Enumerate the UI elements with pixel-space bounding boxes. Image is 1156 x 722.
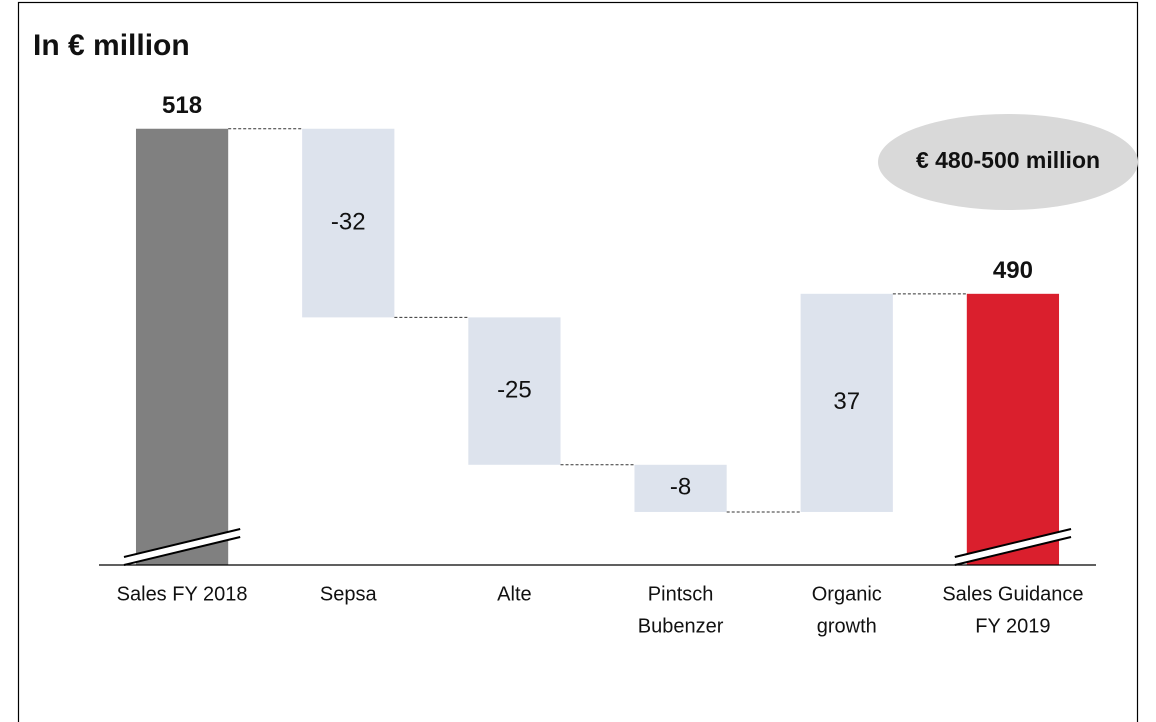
annotation-bubble (878, 114, 1138, 210)
bar (800, 293, 893, 512)
axis-break (123, 528, 241, 558)
x-tick-label: Sepsa (320, 583, 378, 605)
value-label: 518 (162, 92, 202, 119)
x-tick-label: Sales Guidance (942, 583, 1083, 605)
bar (966, 293, 1060, 565)
axis-break (954, 536, 1072, 566)
axis-break (954, 528, 1072, 558)
bar (468, 317, 561, 465)
x-tick-label: Pintsch (648, 583, 714, 605)
x-tick-label: Sales FY 2018 (117, 583, 248, 605)
annotation: € 480-500 million (916, 147, 1100, 173)
x-tick-label: Organic (812, 583, 882, 605)
x-tick-label: FY 2019 (975, 615, 1050, 637)
frame (17, 1, 1139, 722)
chart-title: In € million (33, 29, 190, 62)
value-label: -8 (670, 474, 691, 501)
axis-break (954, 529, 1072, 565)
bar (634, 464, 727, 512)
value-label: -32 (331, 208, 366, 235)
x-tick-label: growth (817, 615, 877, 637)
bar (302, 128, 395, 318)
axis-break (123, 536, 241, 566)
value-label: -25 (497, 376, 532, 403)
x-tick-label: Bubenzer (638, 615, 724, 637)
value-label: 37 (833, 388, 860, 415)
bar (135, 128, 229, 565)
value-label: 490 (993, 257, 1033, 284)
x-tick-label: Alte (497, 583, 531, 605)
axis-break (123, 529, 241, 565)
